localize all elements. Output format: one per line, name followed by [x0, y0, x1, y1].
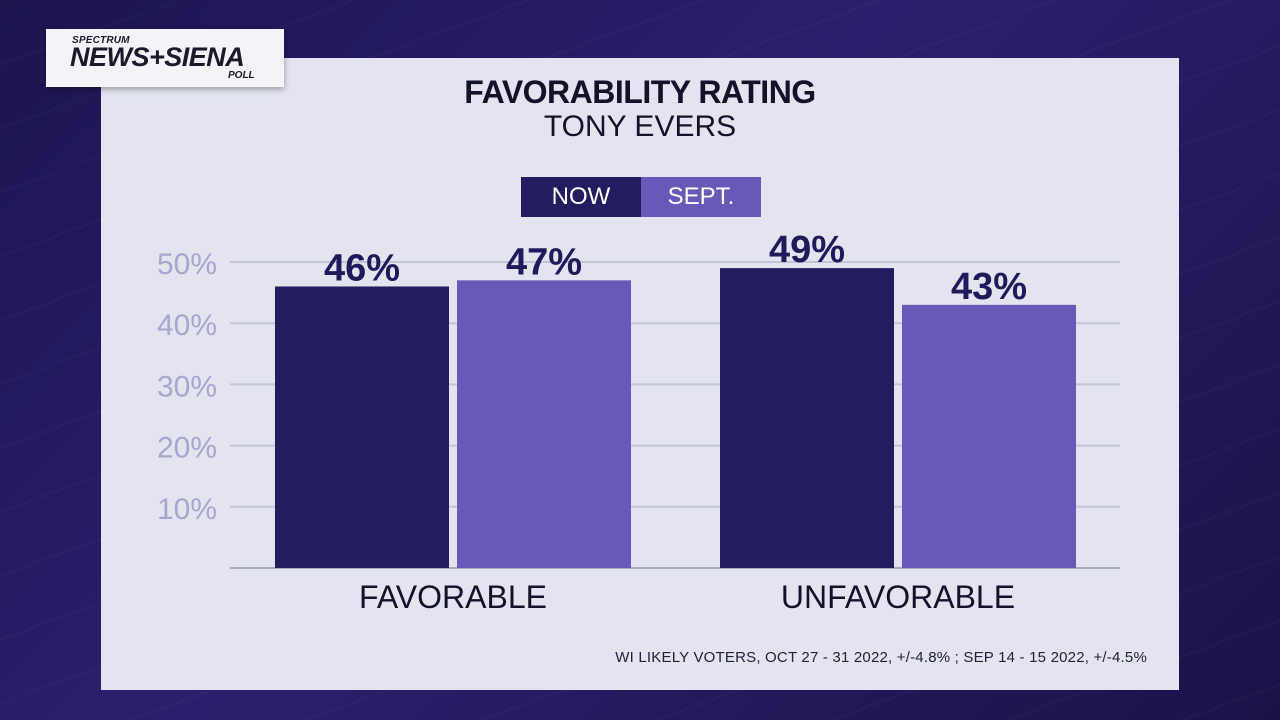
data-label: 49%: [769, 229, 845, 271]
x-category-label: FAVORABLE: [359, 579, 547, 615]
bar-sept-favorable: [457, 280, 631, 568]
spectrum-news-siena-logo: SPECTRUM NEWS+SIENA POLL: [46, 29, 284, 87]
logo-poll-text: POLL: [228, 70, 255, 81]
logo-spectrum-text: SPECTRUM: [72, 35, 130, 46]
y-tick-label: 50%: [157, 248, 217, 281]
y-tick-label: 20%: [157, 432, 217, 465]
y-tick-label: 30%: [157, 370, 217, 403]
chart-subtitle: TONY EVERS: [543, 110, 737, 143]
x-category-label: UNFAVORABLE: [781, 579, 1015, 615]
y-tick-label: 40%: [157, 309, 217, 342]
bar-now-unfavorable: [720, 268, 894, 568]
chart-title: FAVORABILITY RATING: [464, 74, 816, 110]
data-label: 43%: [951, 266, 1027, 308]
footnote: WI LIKELY VOTERS, OCT 27 - 31 2022, +/-4…: [615, 649, 1147, 666]
bar-sept-unfavorable: [902, 304, 1076, 568]
bar-now-favorable: [275, 286, 449, 568]
logo-main-text: NEWS+SIENA: [70, 42, 245, 72]
legend-sept: SEPT.: [641, 177, 761, 217]
y-tick-label: 10%: [157, 493, 217, 526]
data-label: 47%: [506, 241, 582, 283]
legend-now: NOW: [521, 177, 641, 217]
data-label: 46%: [324, 247, 400, 289]
